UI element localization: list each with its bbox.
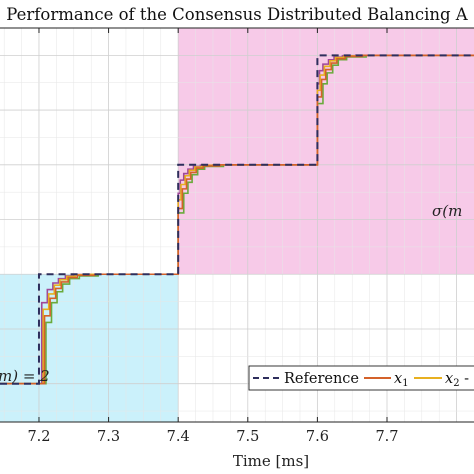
highlight-regions bbox=[0, 28, 474, 422]
series-line-1 bbox=[0, 54, 474, 385]
x-ticks: 7.2 7.3 7.4 7.5 7.6 7.7 bbox=[27, 28, 399, 445]
series-lines bbox=[0, 54, 474, 385]
x-tick-label: 7.6 bbox=[306, 429, 329, 445]
region-0 bbox=[0, 274, 179, 422]
region-label-left: m) = 2 bbox=[0, 367, 50, 385]
series-line-0 bbox=[0, 54, 474, 385]
x-axis-label: Time [ms] bbox=[233, 452, 309, 470]
x-tick-label: 7.2 bbox=[27, 429, 50, 445]
legend-label-x2-sub: 2 bbox=[453, 378, 459, 389]
legend-label-x2-base: x bbox=[445, 371, 453, 387]
x-tick-label: 7.7 bbox=[375, 429, 398, 445]
series-line-2 bbox=[0, 54, 474, 385]
legend: Reference x1 x2 - bbox=[248, 365, 474, 391]
x-tick-label: 7.4 bbox=[167, 429, 190, 445]
axes bbox=[0, 27, 474, 423]
x-tick-label: 7.3 bbox=[97, 429, 120, 445]
legend-label-reference: Reference bbox=[284, 371, 359, 387]
legend-label-x1-sub: 1 bbox=[402, 378, 408, 389]
legend-label-x2-trailing: - bbox=[460, 371, 470, 387]
x-tick-label: 7.5 bbox=[236, 429, 259, 445]
series-line-4 bbox=[0, 54, 474, 385]
legend-label-x1: x1 bbox=[394, 371, 409, 389]
legend-label-x1-base: x bbox=[394, 371, 402, 387]
region-label-sigma: σ(m bbox=[432, 202, 462, 220]
series-line-3 bbox=[0, 54, 474, 385]
legend-label-x2: x2 - bbox=[445, 371, 469, 389]
region-1 bbox=[178, 28, 474, 275]
chart-title: Performance of the Consensus Distributed… bbox=[6, 5, 469, 24]
